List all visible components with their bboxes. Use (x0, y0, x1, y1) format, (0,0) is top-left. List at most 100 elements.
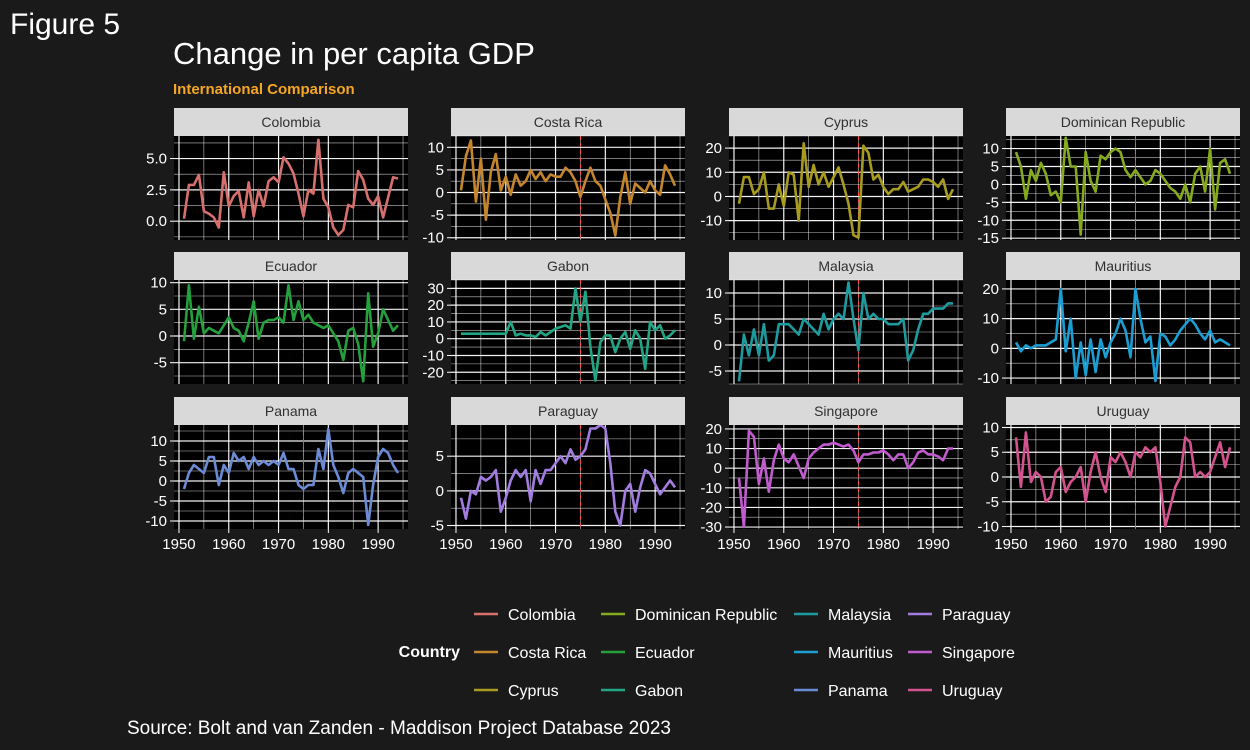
panel-strip-label: Dominican Republic (1061, 114, 1186, 130)
y-tick-label: 5.0 (146, 151, 167, 168)
legend-item-malaysia: Malaysia (794, 607, 891, 624)
y-tick-label: -10 (977, 519, 999, 536)
x-tick-label: 1950 (439, 536, 472, 553)
plot-background (1006, 136, 1240, 240)
legend-label: Panama (828, 683, 888, 700)
x-tick-label: 1980 (312, 536, 345, 553)
y-tick-label: 5 (436, 448, 444, 465)
y-tick-label: -5 (154, 493, 167, 510)
panel-strip-label: Colombia (261, 114, 320, 130)
x-tick-label: 1980 (589, 536, 622, 553)
y-tick-label: 0 (159, 473, 167, 490)
panel-strip (729, 397, 963, 425)
series-line-gabon (461, 287, 676, 382)
plot-background (174, 136, 408, 240)
panel-strip-label: Gabon (547, 258, 589, 274)
x-tick-label: 1960 (1044, 536, 1077, 553)
y-tick-label: 0.0 (146, 213, 167, 230)
x-tick-label: 1950 (994, 536, 1027, 553)
panel-strip (451, 397, 685, 425)
y-tick-label: 0 (991, 469, 999, 486)
series-line-panama (182, 427, 400, 527)
plot-background (729, 425, 963, 529)
x-tick-label: 1960 (212, 536, 245, 553)
y-tick-label: -10 (977, 370, 999, 387)
panel-strip (1006, 397, 1240, 425)
y-tick-label: -10 (145, 513, 167, 530)
x-tick-label: 1970 (539, 536, 572, 553)
x-tick-label: 1980 (1144, 536, 1177, 553)
series-line-cyprus (737, 142, 955, 239)
y-tick-label: 10 (705, 441, 722, 458)
plot-background (451, 425, 685, 529)
legend: Country Colombia Costa Rica Cyprus Dominican… (399, 607, 1015, 700)
panel-strip (451, 252, 685, 280)
y-tick-label: -15 (977, 230, 999, 247)
y-tick-label: -5 (154, 355, 167, 372)
plot-background (451, 136, 685, 240)
y-tick-label: 0 (714, 460, 722, 477)
legend-title: Country (399, 644, 460, 661)
y-tick-label: 5 (991, 444, 999, 461)
panel-strip-label: Singapore (814, 403, 878, 419)
y-tick-label: 0 (714, 188, 722, 205)
y-tick-label: 10 (150, 275, 167, 292)
y-tick-label: -20 (422, 364, 444, 381)
y-tick-label: 5 (159, 301, 167, 318)
panel-strip (174, 397, 408, 425)
legend-item-paraguay: Paraguay (908, 607, 1011, 624)
panel-cyprus: Cyprus -10 0 10 20 (700, 108, 963, 240)
series-line-singapore (737, 429, 953, 529)
x-tick-label: 1960 (767, 536, 800, 553)
panel-strip (1006, 108, 1240, 136)
panel-strip (174, 252, 408, 280)
y-tick-label: -10 (422, 230, 444, 247)
panel-strip (729, 252, 963, 280)
x-tick-label: 1990 (361, 536, 394, 553)
y-tick-label: 0 (991, 176, 999, 193)
plot-background (1006, 280, 1240, 384)
panel-strip-label: Ecuador (265, 258, 317, 274)
legend-item-dominican-republic: Dominican Republic (601, 607, 777, 624)
y-tick-label: 10 (705, 164, 722, 181)
chart-subtitle: International Comparison (173, 81, 355, 98)
y-tick-label: 5 (991, 158, 999, 175)
y-tick-label: -10 (977, 212, 999, 229)
legend-label: Mauritius (828, 645, 893, 662)
x-tick-label: 1950 (717, 536, 750, 553)
legend-item-gabon: Gabon (601, 683, 683, 700)
panel-malaysia: Malaysia -5 0 5 10 (705, 252, 963, 385)
legend-label: Colombia (508, 607, 576, 624)
x-tick-label: 1970 (262, 536, 295, 553)
legend-item-mauritius: Mauritius (794, 645, 893, 662)
legend-item-ecuador: Ecuador (601, 645, 695, 662)
panel-singapore: Singapore -30 -20 -10 0 10 20 1950 1960 1970 1980 1… (700, 397, 963, 553)
plot-background (729, 136, 963, 240)
y-tick-label: -10 (422, 347, 444, 364)
panel-strip-label: Malaysia (818, 258, 873, 274)
y-tick-label: -5 (709, 363, 722, 380)
x-tick-label: 1990 (1193, 536, 1226, 553)
y-tick-label: -5 (986, 194, 999, 211)
y-tick-label: 10 (427, 314, 444, 331)
y-tick-label: 5 (159, 453, 167, 470)
y-tick-label: -20 (700, 499, 722, 516)
legend-label: Costa Rica (508, 645, 586, 662)
y-tick-label: -5 (431, 518, 444, 535)
legend-label: Paraguay (942, 607, 1011, 624)
x-tick-label: 1970 (1094, 536, 1127, 553)
y-tick-label: 10 (982, 141, 999, 158)
legend-label: Cyprus (508, 683, 559, 700)
legend-item-colombia: Colombia (474, 607, 576, 624)
panel-strip-label: Costa Rica (534, 114, 603, 130)
y-tick-label: 10 (982, 419, 999, 436)
y-tick-label: 20 (427, 297, 444, 314)
panel-ecuador: Ecuador -5 0 5 10 (150, 252, 408, 384)
y-tick-label: -10 (700, 480, 722, 497)
y-tick-label: 20 (705, 140, 722, 157)
y-tick-label: 0 (436, 331, 444, 348)
y-tick-label: -5 (431, 207, 444, 224)
legend-item-uruguay: Uruguay (908, 683, 1002, 700)
panel-strip (1006, 252, 1240, 280)
